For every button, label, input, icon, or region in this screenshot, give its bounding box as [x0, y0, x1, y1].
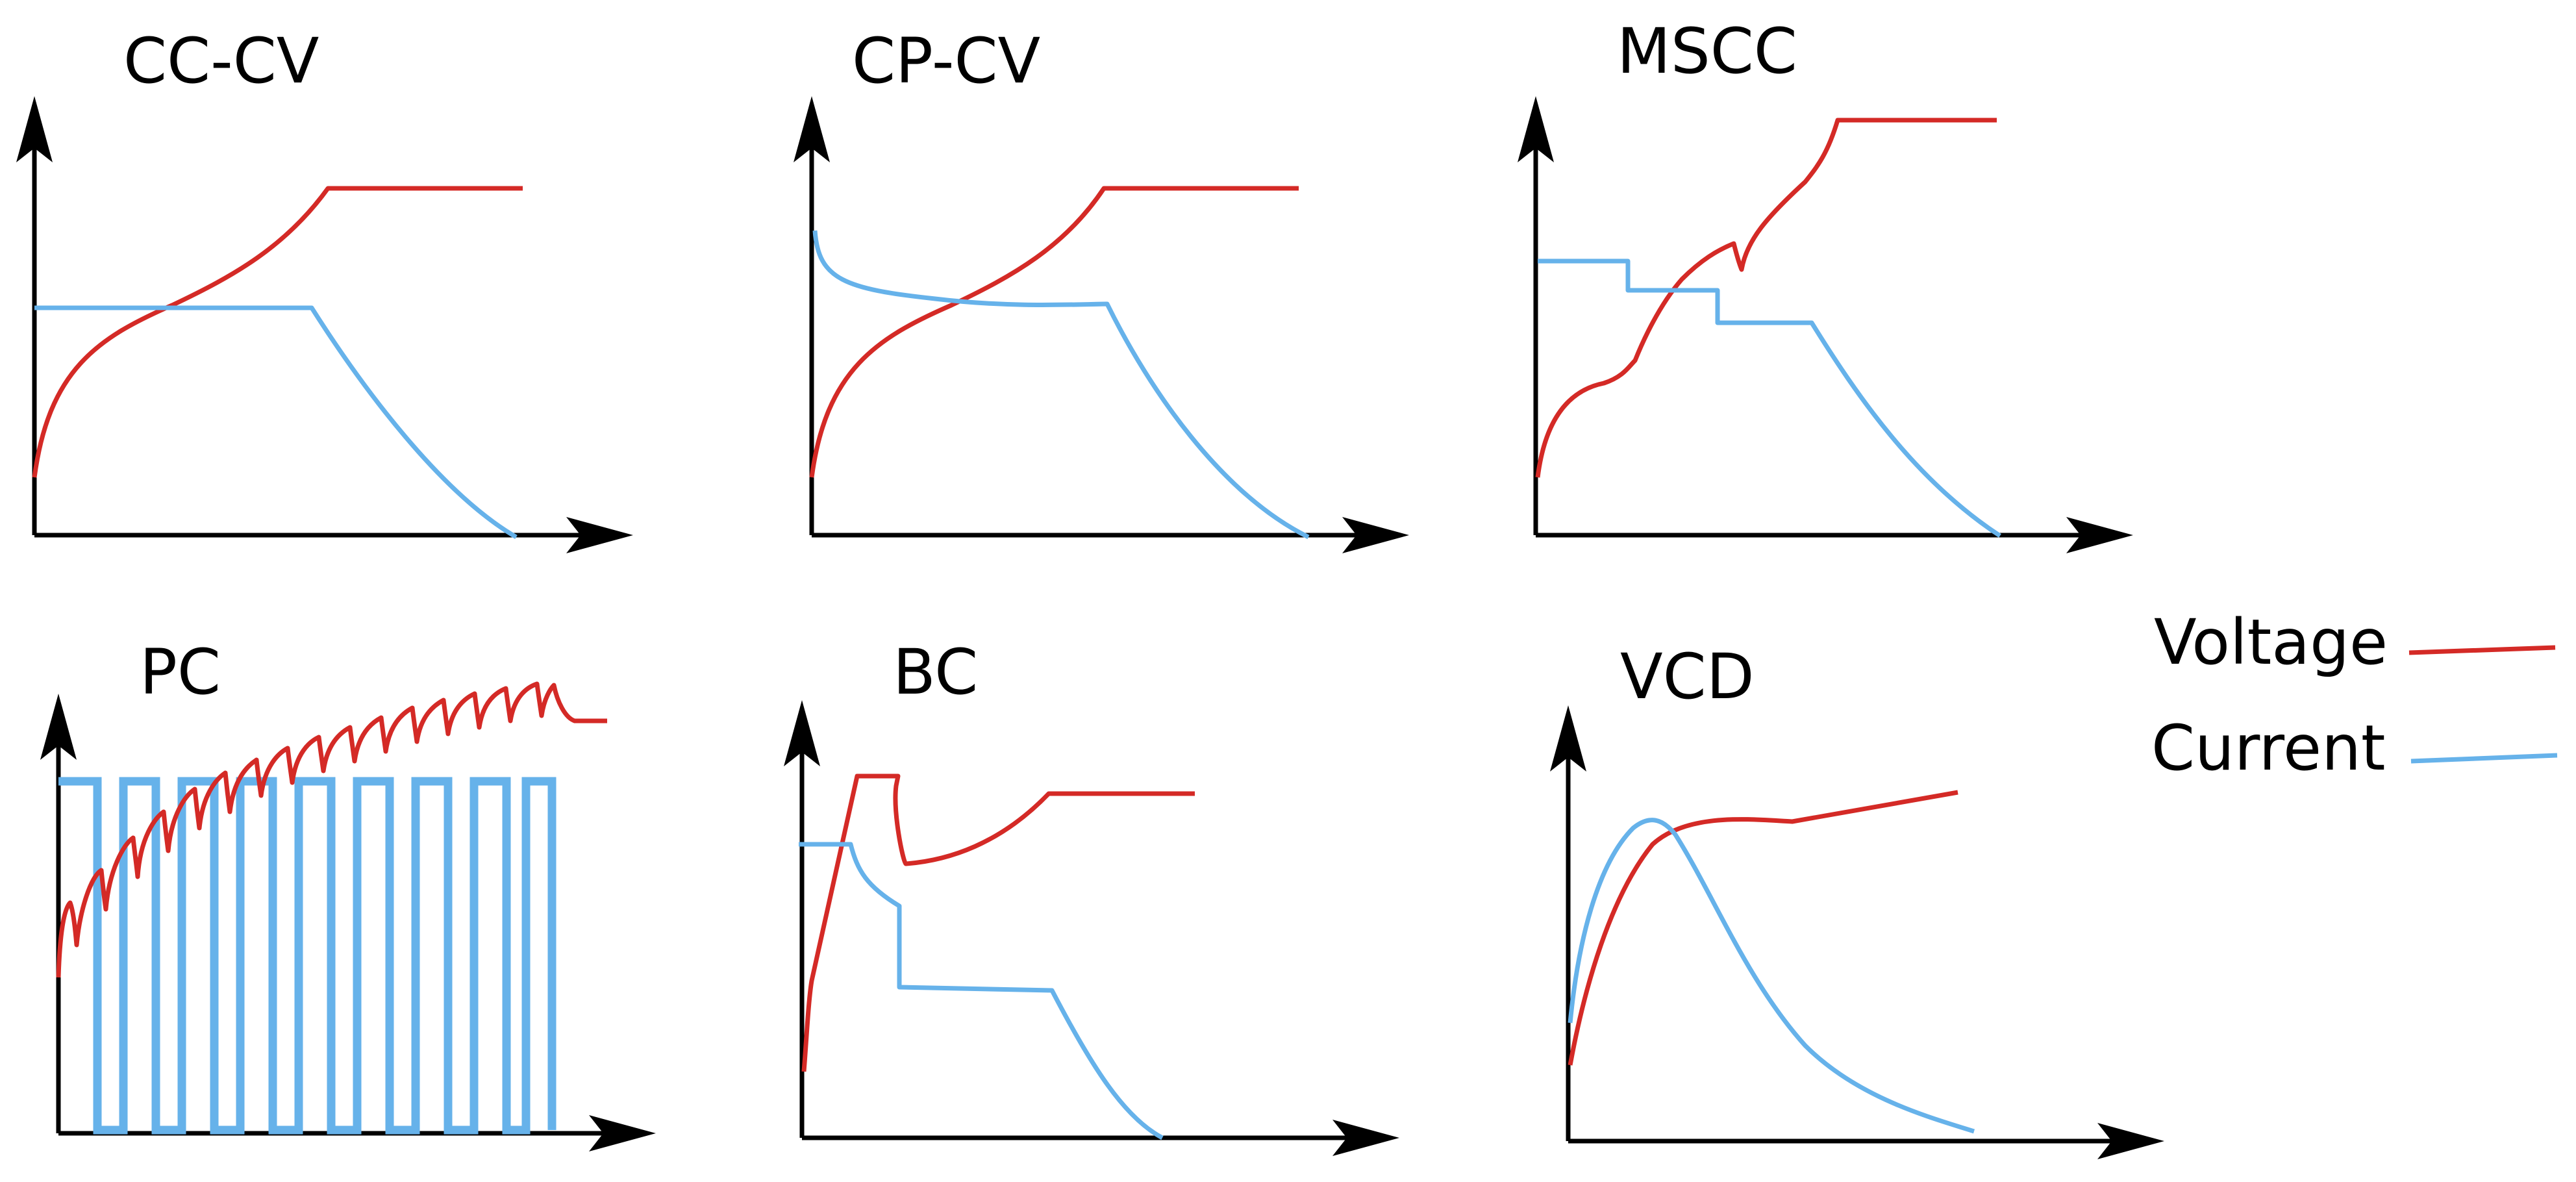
y-axis-arrow	[1518, 96, 1554, 162]
legend-label-current: Current	[2151, 712, 2386, 785]
legend-item-current: Current	[2151, 712, 2558, 785]
legend-label-voltage: Voltage	[2154, 606, 2388, 679]
panel-vcd: VCD	[1550, 640, 2164, 1159]
x-axis-arrow	[1332, 1120, 1399, 1156]
x-axis-arrow	[2097, 1123, 2164, 1159]
y-axis-arrow	[40, 694, 77, 760]
voltage-trace-mscc	[1535, 118, 1997, 478]
panel-title-cc-cv: CC-CV	[123, 25, 319, 97]
voltage-trace-bc	[801, 773, 1195, 1072]
y-axis-arrow	[784, 700, 820, 766]
legend: Voltage Current	[2151, 606, 2558, 785]
current-trace-cc-cv	[34, 305, 518, 540]
x-axis-arrow	[1342, 517, 1409, 553]
panel-cc-cv: CC-CV	[16, 25, 633, 553]
axes-mscc	[1518, 96, 2133, 553]
axes-pc	[40, 694, 656, 1151]
current-trace-cp-cv	[812, 230, 1310, 540]
current-trace-bc	[799, 842, 1164, 1140]
panel-title-pc: PC	[140, 636, 221, 709]
x-axis-arrow	[566, 517, 633, 553]
legend-swatch-current	[2410, 753, 2558, 764]
legend-item-voltage: Voltage	[2154, 606, 2556, 679]
current-trace-pc	[58, 777, 556, 1135]
voltage-trace-cp-cv	[809, 186, 1299, 478]
y-axis-arrow	[16, 96, 53, 162]
y-axis-arrow	[1550, 705, 1586, 772]
y-axis-arrow	[794, 96, 830, 162]
axes-bc	[784, 700, 1399, 1156]
voltage-trace-cc-cv	[32, 186, 523, 478]
x-axis-arrow	[589, 1115, 656, 1151]
panel-title-cp-cv: CP-CV	[852, 25, 1040, 97]
axes-vcd	[1550, 705, 2164, 1159]
panel-title-vcd: VCD	[1620, 640, 1755, 713]
axes-cp-cv	[794, 96, 1409, 553]
panel-cp-cv: CP-CV	[794, 25, 1409, 553]
voltage-trace-vcd	[1568, 790, 1958, 1066]
panel-pc: PC	[40, 636, 656, 1151]
panel-title-mscc: MSCC	[1617, 15, 1797, 88]
panel-title-bc: BC	[893, 636, 978, 709]
legend-swatch-voltage	[2408, 645, 2556, 655]
x-axis-arrow	[2066, 517, 2133, 553]
panel-mscc: MSCC	[1518, 15, 2133, 553]
panel-bc: BC	[784, 636, 1399, 1156]
voltage-trace-pc	[56, 681, 607, 978]
current-trace-vcd	[1568, 818, 1975, 1134]
current-trace-mscc	[1538, 258, 2001, 538]
